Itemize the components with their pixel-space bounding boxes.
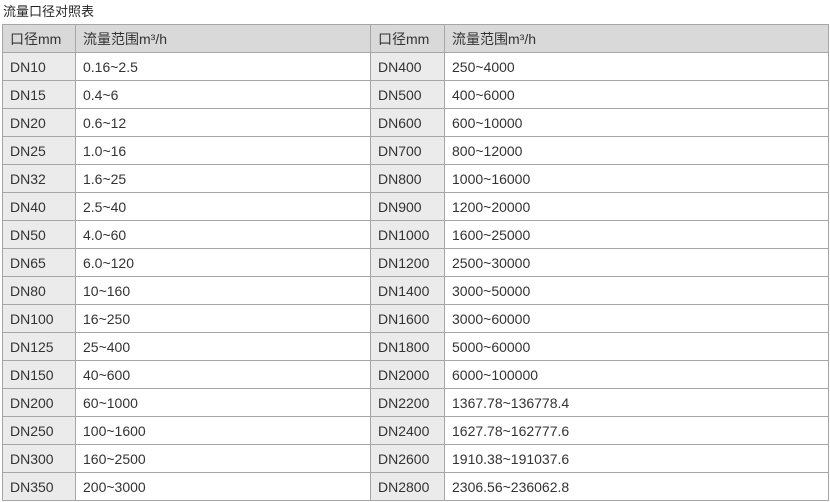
dn-cell: DN2200 bbox=[370, 388, 445, 417]
dn-cell: DN150 bbox=[2, 360, 76, 389]
dn-cell: DN65 bbox=[2, 248, 76, 277]
dn-cell: DN1800 bbox=[370, 332, 445, 361]
header-flow-range-right: 流量范围m³/h bbox=[444, 24, 829, 53]
dn-cell: DN1600 bbox=[370, 304, 445, 333]
dn-cell: DN350 bbox=[2, 472, 76, 501]
page-title: 流量口径对照表 bbox=[3, 4, 95, 19]
dn-cell: DN2400 bbox=[370, 416, 445, 445]
range-cell: 1000~16000 bbox=[444, 164, 829, 193]
range-cell: 400~6000 bbox=[444, 80, 829, 109]
table-row: DN10 0.16~2.5 DN400 250~4000 bbox=[2, 52, 829, 81]
range-cell: 40~600 bbox=[75, 360, 371, 389]
range-cell: 16~250 bbox=[75, 304, 371, 333]
dn-cell: DN1000 bbox=[370, 220, 445, 249]
table-row: DN100 16~250 DN1600 3000~60000 bbox=[2, 304, 829, 333]
dn-cell: DN25 bbox=[2, 136, 76, 165]
dn-cell: DN32 bbox=[2, 164, 76, 193]
dn-cell: DN400 bbox=[370, 52, 445, 81]
range-cell: 100~1600 bbox=[75, 416, 371, 445]
dn-cell: DN900 bbox=[370, 192, 445, 221]
range-cell: 1627.78~162777.6 bbox=[444, 416, 829, 445]
range-cell: 60~1000 bbox=[75, 388, 371, 417]
header-diameter-right: 口径mm bbox=[370, 24, 445, 53]
dn-cell: DN1200 bbox=[370, 248, 445, 277]
range-cell: 5000~60000 bbox=[444, 332, 829, 361]
table-header: 口径mm 流量范围m³/h 口径mm 流量范围m³/h bbox=[2, 24, 829, 53]
table-row: DN40 2.5~40 DN900 1200~20000 bbox=[2, 192, 829, 221]
range-cell: 1367.78~136778.4 bbox=[444, 388, 829, 417]
dn-cell: DN2000 bbox=[370, 360, 445, 389]
dn-cell: DN10 bbox=[2, 52, 76, 81]
table-row: DN350 200~3000 DN2800 2306.56~236062.8 bbox=[2, 472, 829, 501]
dn-cell: DN20 bbox=[2, 108, 76, 137]
header-flow-range-left: 流量范围m³/h bbox=[75, 24, 371, 53]
range-cell: 1910.38~191037.6 bbox=[444, 444, 829, 473]
range-cell: 2.5~40 bbox=[75, 192, 371, 221]
table-row: DN250 100~1600 DN2400 1627.78~162777.6 bbox=[2, 416, 829, 445]
range-cell: 25~400 bbox=[75, 332, 371, 361]
table-row: DN150 40~600 DN2000 6000~100000 bbox=[2, 360, 829, 389]
range-cell: 160~2500 bbox=[75, 444, 371, 473]
header-diameter-left: 口径mm bbox=[2, 24, 76, 53]
dn-cell: DN125 bbox=[2, 332, 76, 361]
range-cell: 0.16~2.5 bbox=[75, 52, 371, 81]
dn-cell: DN600 bbox=[370, 108, 445, 137]
dn-cell: DN100 bbox=[2, 304, 76, 333]
table-row: DN32 1.6~25 DN800 1000~16000 bbox=[2, 164, 829, 193]
range-cell: 4.0~60 bbox=[75, 220, 371, 249]
dn-cell: DN700 bbox=[370, 136, 445, 165]
range-cell: 1600~25000 bbox=[444, 220, 829, 249]
range-cell: 3000~50000 bbox=[444, 276, 829, 305]
table-row: DN300 160~2500 DN2600 1910.38~191037.6 bbox=[2, 444, 829, 473]
dn-cell: DN800 bbox=[370, 164, 445, 193]
table-row: DN80 10~160 DN1400 3000~50000 bbox=[2, 276, 829, 305]
range-cell: 1.0~16 bbox=[75, 136, 371, 165]
range-cell: 250~4000 bbox=[444, 52, 829, 81]
table-row: DN50 4.0~60 DN1000 1600~25000 bbox=[2, 220, 829, 249]
table-body: DN10 0.16~2.5 DN400 250~4000 DN15 0.4~6 DN500 4… bbox=[2, 52, 829, 501]
table-row: DN65 6.0~120 DN1200 2500~30000 bbox=[2, 248, 829, 277]
table-row: DN20 0.6~12 DN600 600~10000 bbox=[2, 108, 829, 137]
dn-cell: DN40 bbox=[2, 192, 76, 221]
range-cell: 0.4~6 bbox=[75, 80, 371, 109]
dn-cell: DN250 bbox=[2, 416, 76, 445]
range-cell: 6000~100000 bbox=[444, 360, 829, 389]
table-row: DN125 25~400 DN1800 5000~60000 bbox=[2, 332, 829, 361]
range-cell: 10~160 bbox=[75, 276, 371, 305]
table-row: DN200 60~1000 DN2200 1367.78~136778.4 bbox=[2, 388, 829, 417]
range-cell: 600~10000 bbox=[444, 108, 829, 137]
flow-diameter-table: 口径mm 流量范围m³/h 口径mm 流量范围m³/h DN10 0.16~2.5… bbox=[2, 24, 829, 501]
range-cell: 3000~60000 bbox=[444, 304, 829, 333]
range-cell: 800~12000 bbox=[444, 136, 829, 165]
dn-cell: DN2800 bbox=[370, 472, 445, 501]
range-cell: 200~3000 bbox=[75, 472, 371, 501]
header-row: 口径mm 流量范围m³/h 口径mm 流量范围m³/h bbox=[2, 24, 829, 53]
dn-cell: DN200 bbox=[2, 388, 76, 417]
range-cell: 2500~30000 bbox=[444, 248, 829, 277]
range-cell: 0.6~12 bbox=[75, 108, 371, 137]
dn-cell: DN15 bbox=[2, 80, 76, 109]
dn-cell: DN500 bbox=[370, 80, 445, 109]
range-cell: 1200~20000 bbox=[444, 192, 829, 221]
dn-cell: DN80 bbox=[2, 276, 76, 305]
range-cell: 2306.56~236062.8 bbox=[444, 472, 829, 501]
range-cell: 1.6~25 bbox=[75, 164, 371, 193]
range-cell: 6.0~120 bbox=[75, 248, 371, 277]
table-row: DN15 0.4~6 DN500 400~6000 bbox=[2, 80, 829, 109]
dn-cell: DN2600 bbox=[370, 444, 445, 473]
dn-cell: DN50 bbox=[2, 220, 76, 249]
dn-cell: DN300 bbox=[2, 444, 76, 473]
table-row: DN25 1.0~16 DN700 800~12000 bbox=[2, 136, 829, 165]
dn-cell: DN1400 bbox=[370, 276, 445, 305]
